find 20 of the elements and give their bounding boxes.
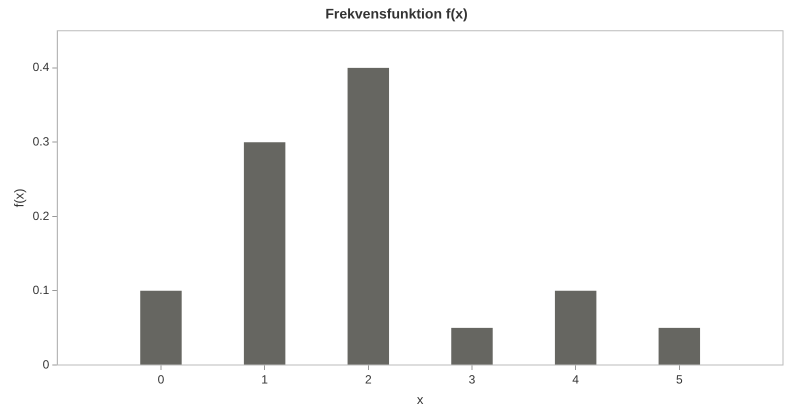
bar [348,68,390,364]
x-tick-label: 1 [261,372,268,387]
chart-title: Frekvensfunktion f(x) [325,5,468,22]
bar [140,290,182,364]
bar [554,290,596,364]
x-tick-label: 5 [676,372,683,387]
y-tick-label: 0.1 [32,283,50,298]
y-tick-label: 0.2 [32,208,50,223]
y-axis-title: f(x) [11,188,26,208]
x-tick-label: 0 [158,372,165,387]
x-tick-label: 3 [468,372,476,387]
y-tick-label: 0 [42,357,50,372]
bar [658,328,700,364]
y-tick-label: 0.4 [32,60,50,74]
bar [451,328,493,364]
x-tick-label: 4 [572,372,580,387]
bar [244,142,286,364]
x-axis-title: x [416,392,424,407]
x-tick-label: 2 [364,372,372,387]
y-tick-label: 0.3 [32,134,50,149]
